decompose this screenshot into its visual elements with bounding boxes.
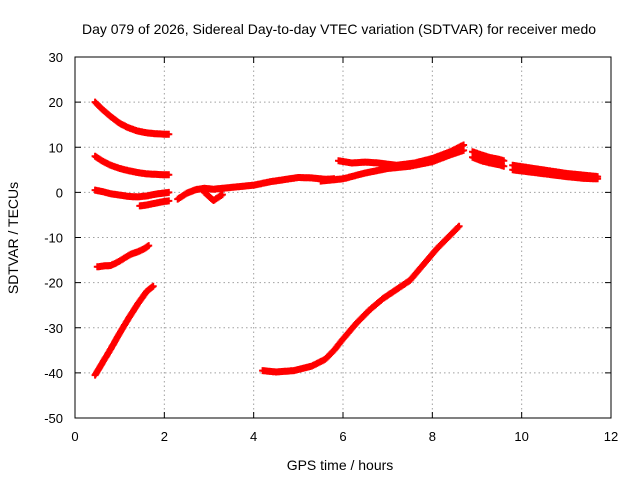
y-tick-label: 20 [49,95,63,110]
data-point-marker [145,242,153,250]
series-arc-10 [335,141,468,169]
chart-title: Day 079 of 2026, Sidereal Day-to-day VTE… [82,21,596,37]
x-tick-label: 4 [250,429,257,444]
data-point-marker [218,191,226,199]
data-point-marker [455,222,463,230]
x-tick-label: 6 [339,429,346,444]
series-arc-7 [174,174,338,203]
series-arc-14 [509,166,602,183]
y-tick-label: 30 [49,50,63,65]
data-point-marker [454,223,462,231]
data-point-marker [594,175,602,183]
data-point-marker [149,282,157,290]
y-tick-label: 10 [49,140,63,155]
data-point-marker [165,188,173,196]
x-tick-label: 2 [161,429,168,444]
y-tick-label: -20 [44,276,63,291]
y-tick-label: 0 [56,185,63,200]
x-tick-label: 12 [604,429,618,444]
series-arc-12 [469,153,508,170]
x-tick-label: 8 [429,429,436,444]
data-point-marker [460,141,468,149]
x-tick-label: 10 [514,429,528,444]
y-tick-label: -10 [44,231,63,246]
data-point-marker [165,130,173,138]
tick-layer: 0 2 4 6 8 10 12 -50 -40 -30 -20 -10 0 10 20 30 [44,50,618,444]
x-tick-label: 0 [71,429,78,444]
series-arc-4 [136,197,173,210]
y-tick-label: -30 [44,321,63,336]
x-axis-label: GPS time / hours [287,457,394,473]
series-arc-3 [91,186,173,201]
data-layer [91,98,602,379]
series-arc-5 [93,242,153,271]
y-tick-label: -40 [44,366,63,381]
series-arc-2 [91,152,173,179]
series-arc-8 [201,188,226,204]
grid-layer [75,57,611,418]
data-point-marker [165,197,173,205]
series-arc-6 [91,282,157,379]
y-tick-label: -50 [44,411,63,426]
series-arc-15 [259,222,463,376]
series-arc-1 [91,98,173,138]
data-point-marker [165,171,173,179]
y-axis-label: SDTVAR / TECUs [5,182,21,294]
data-point-marker [500,162,508,170]
